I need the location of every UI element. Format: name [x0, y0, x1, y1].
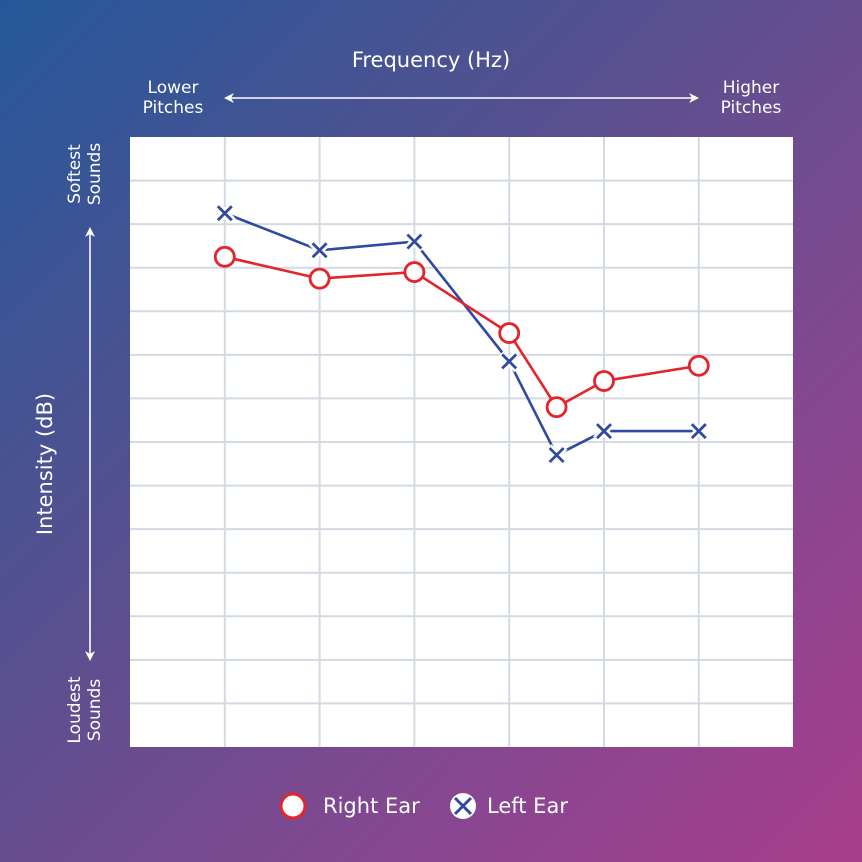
right-ear-point — [213, 245, 236, 268]
right-ear-point — [308, 267, 331, 290]
left-ear-point — [501, 353, 518, 370]
x-axis-right-end-label: Higher Pitches — [698, 78, 804, 118]
label-line: Lower — [147, 78, 199, 98]
legend-label-left-ear: Left Ear — [487, 794, 568, 818]
label-line: Pitches — [720, 98, 782, 118]
left-ear-point — [216, 205, 233, 222]
arrow-up-icon — [85, 227, 95, 237]
right-ear-point — [403, 261, 426, 283]
arrow-right-icon — [689, 93, 699, 103]
label-line: Loudest — [65, 676, 85, 744]
right-ear-point — [498, 322, 521, 344]
legend-label-right-ear: Right Ear — [323, 794, 420, 818]
label-line: Higher — [722, 78, 780, 98]
left-ear-point — [548, 447, 565, 464]
arrow-down-icon — [85, 651, 95, 661]
right-ear-point — [593, 370, 615, 392]
right-ear-point — [545, 396, 568, 419]
x-axis-label: Frequency (Hz) — [351, 48, 511, 72]
left-ear-point — [311, 242, 328, 259]
y-axis-label: Intensity (dB) — [33, 392, 57, 536]
arrow-left-icon — [224, 93, 234, 103]
x-axis-left-end-label: Lower Pitches — [120, 78, 226, 118]
label-line: Pitches — [142, 98, 204, 118]
label-line: Sounds — [85, 678, 105, 742]
legend-circle-icon — [279, 792, 307, 820]
label-line: Sounds — [85, 142, 105, 206]
right-ear-point — [687, 354, 710, 377]
label-line: Softest — [65, 144, 85, 204]
left-ear-point — [406, 233, 423, 250]
legend-x-icon — [453, 796, 473, 816]
left-ear-point — [596, 423, 612, 440]
left-ear-point — [690, 423, 707, 440]
